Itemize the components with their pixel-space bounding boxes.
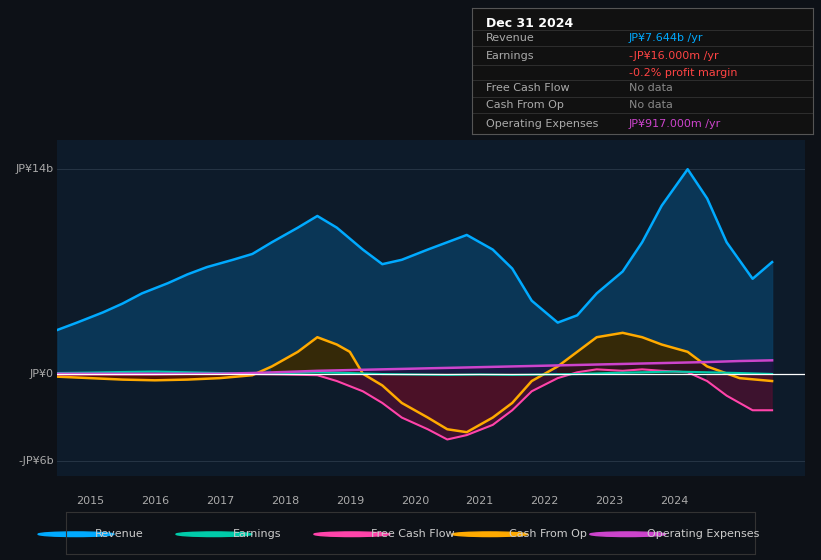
Text: 2015: 2015: [76, 496, 104, 506]
Text: 2022: 2022: [530, 496, 559, 506]
Text: Revenue: Revenue: [486, 33, 534, 43]
Text: 2018: 2018: [271, 496, 299, 506]
Text: 2023: 2023: [595, 496, 624, 506]
Text: Earnings: Earnings: [486, 50, 534, 60]
Text: 2021: 2021: [466, 496, 494, 506]
Text: 2016: 2016: [141, 496, 169, 506]
Text: Earnings: Earnings: [233, 529, 282, 539]
Text: 2020: 2020: [401, 496, 429, 506]
Text: 2019: 2019: [336, 496, 364, 506]
Text: JP¥0: JP¥0: [30, 368, 53, 379]
Text: No data: No data: [629, 83, 672, 94]
Text: -JP¥16.000m /yr: -JP¥16.000m /yr: [629, 50, 718, 60]
Text: -0.2% profit margin: -0.2% profit margin: [629, 68, 737, 78]
Text: No data: No data: [629, 100, 672, 110]
Text: Cash From Op: Cash From Op: [486, 100, 563, 110]
Text: Revenue: Revenue: [95, 529, 144, 539]
Text: Operating Expenses: Operating Expenses: [647, 529, 759, 539]
Text: JP¥14b: JP¥14b: [16, 164, 53, 174]
Circle shape: [314, 532, 390, 536]
Circle shape: [452, 532, 528, 536]
Circle shape: [176, 532, 252, 536]
Text: Operating Expenses: Operating Expenses: [486, 119, 598, 129]
Text: Dec 31 2024: Dec 31 2024: [486, 17, 573, 30]
Text: JP¥7.644b /yr: JP¥7.644b /yr: [629, 33, 704, 43]
Circle shape: [38, 532, 114, 536]
Text: JP¥917.000m /yr: JP¥917.000m /yr: [629, 119, 721, 129]
Text: Cash From Op: Cash From Op: [509, 529, 587, 539]
Text: -JP¥6b: -JP¥6b: [18, 456, 53, 466]
Circle shape: [589, 532, 666, 536]
Text: 2017: 2017: [206, 496, 234, 506]
Text: Free Cash Flow: Free Cash Flow: [371, 529, 455, 539]
Text: 2024: 2024: [660, 496, 689, 506]
Text: Free Cash Flow: Free Cash Flow: [486, 83, 569, 94]
